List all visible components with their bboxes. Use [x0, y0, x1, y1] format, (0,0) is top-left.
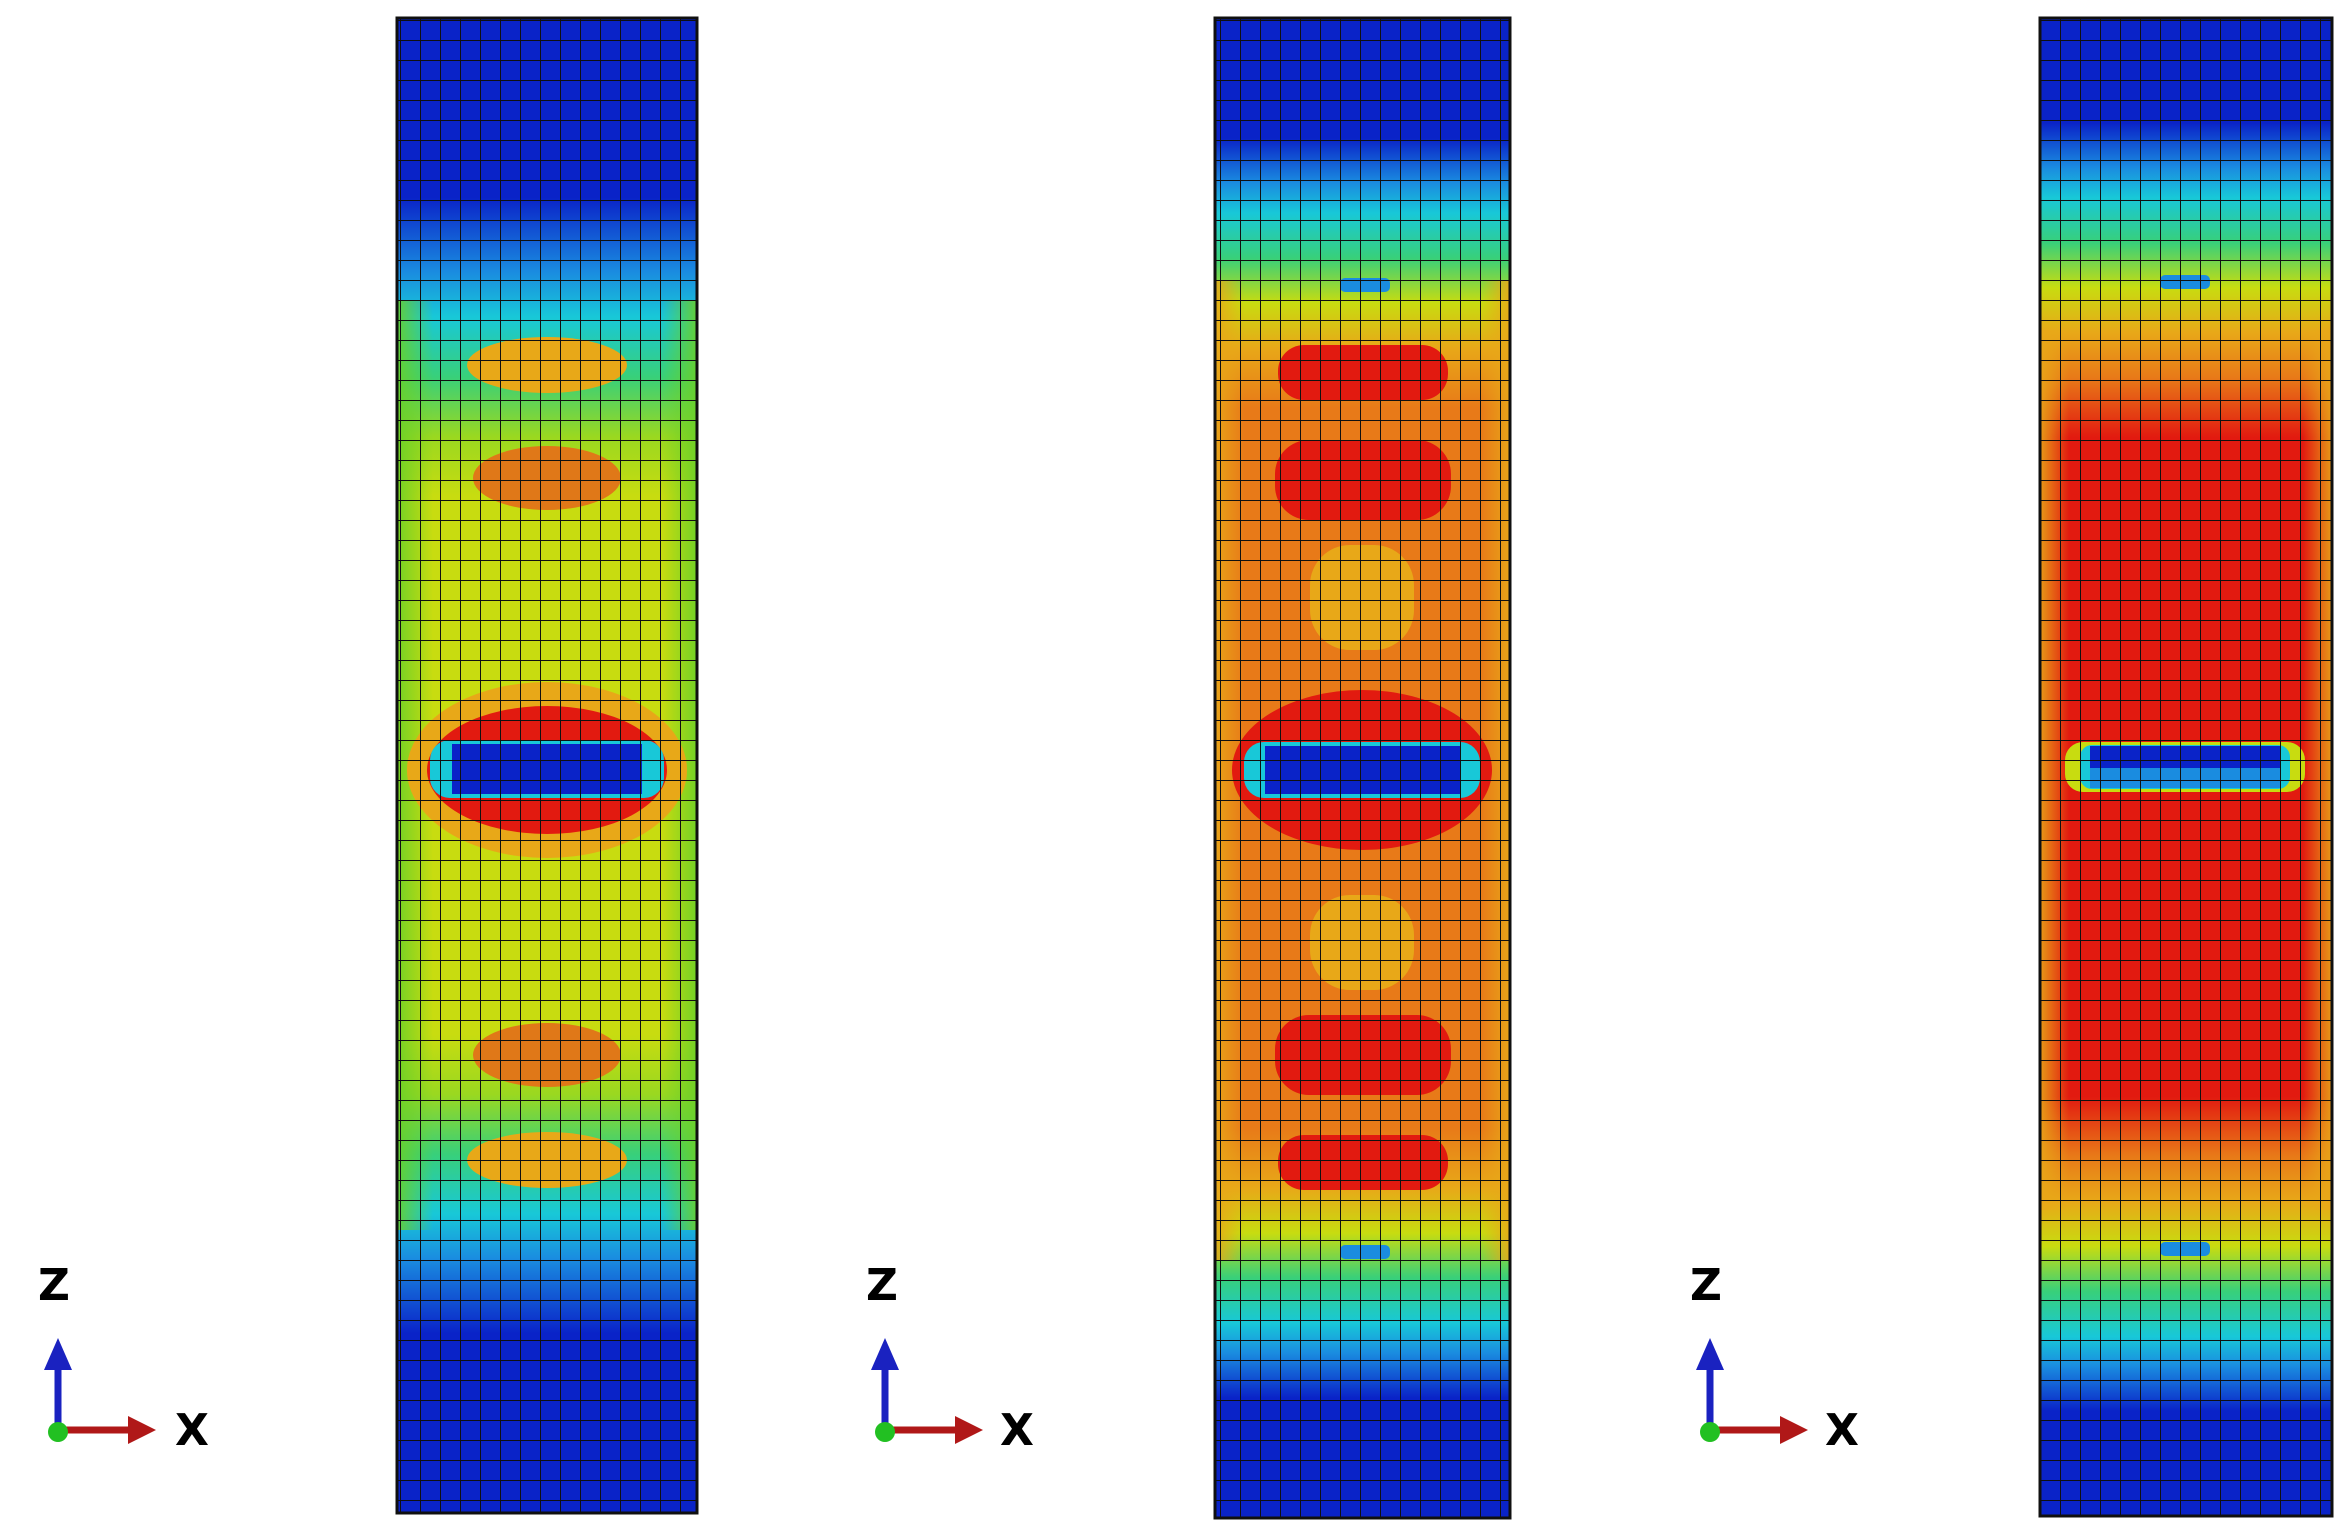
panel-1-mesh	[395, 16, 699, 1515]
x-axis-arrowhead	[1780, 1416, 1808, 1444]
x-axis-arrowhead	[955, 1416, 983, 1444]
triad-3: Z X	[1690, 1260, 1859, 1456]
panel-3-mesh	[2038, 16, 2334, 1518]
triad-2: Z X	[866, 1260, 1034, 1456]
panel-3	[2038, 16, 2334, 1518]
z-axis-arrowhead	[44, 1338, 72, 1370]
x-axis-label: X	[1000, 1405, 1034, 1456]
z-axis-label: Z	[1690, 1260, 1722, 1311]
x-axis-label: X	[175, 1405, 209, 1456]
z-axis-label: Z	[38, 1260, 70, 1311]
origin-dot	[1700, 1422, 1720, 1442]
x-axis-label: X	[1825, 1405, 1859, 1456]
z-axis-arrowhead	[871, 1338, 899, 1370]
panel-2-mesh	[1213, 16, 1512, 1520]
z-axis-arrowhead	[1696, 1338, 1724, 1370]
panel-1	[395, 16, 699, 1515]
triad-1: Z X	[38, 1260, 209, 1456]
z-axis-label: Z	[866, 1260, 898, 1311]
origin-dot	[875, 1422, 895, 1442]
x-axis-arrowhead	[128, 1416, 156, 1444]
origin-dot	[48, 1422, 68, 1442]
panel-2	[1213, 16, 1512, 1520]
